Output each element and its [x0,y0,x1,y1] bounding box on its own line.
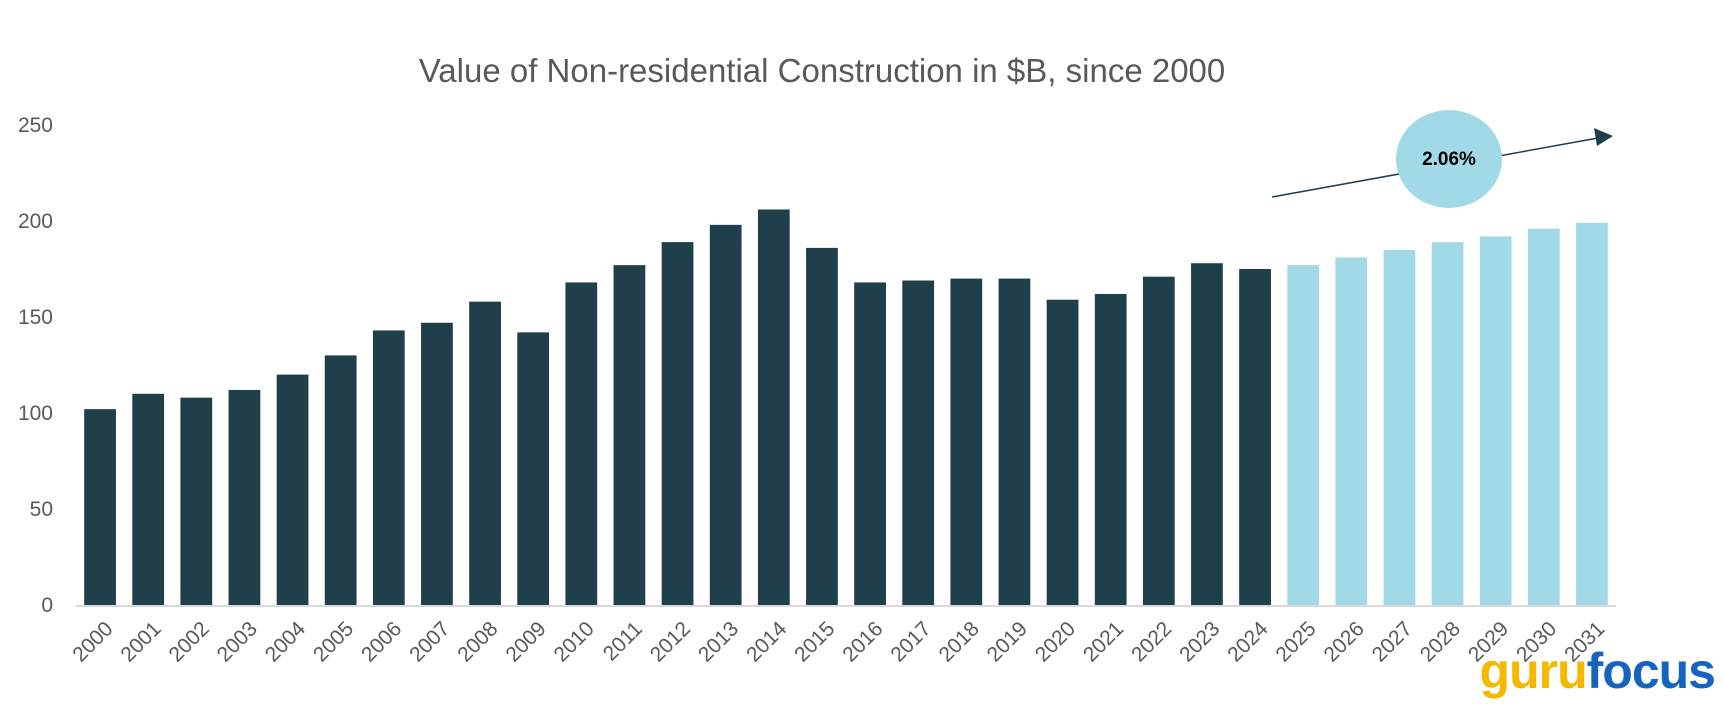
bar-2027 [1383,249,1416,606]
x-tick-label: 2027 [1368,617,1417,666]
bar-2019 [998,278,1031,605]
logo-part-focus: focus [1587,643,1715,699]
bar-2005 [324,355,357,605]
x-axis-ticks: 2000200120022003200420052006200720082009… [68,617,1609,667]
x-tick-label: 2021 [1079,617,1128,666]
growth-rate-bubble [1396,110,1502,208]
bar-2006 [372,330,405,605]
bar-2016 [854,282,886,605]
bar-2018 [950,278,983,605]
bar-2024 [1239,269,1271,605]
bar-2026 [1335,257,1368,605]
bar-2011 [613,265,646,605]
x-tick-label: 2028 [1416,617,1465,666]
bar-2014 [757,209,790,606]
x-tick-label: 2018 [935,617,984,666]
x-tick-label: 2019 [983,617,1032,666]
bar-2020 [1046,299,1079,605]
x-tick-label: 2017 [886,617,935,666]
x-tick-label: 2005 [309,617,358,666]
bar-2015 [806,247,838,605]
bar-2007 [421,322,453,605]
bar-2013 [709,224,742,605]
x-tick-label: 2007 [405,617,454,666]
bar-2025 [1287,265,1320,605]
x-tick-label: 2013 [694,617,743,666]
x-tick-label: 2006 [357,617,406,666]
bar-2023 [1191,263,1223,605]
x-tick-label: 2024 [1223,617,1273,667]
bar-2017 [902,280,935,605]
bars [84,209,1608,606]
x-tick-label: 2025 [1271,617,1320,666]
x-tick-label: 2012 [646,617,695,666]
y-tick-label: 200 [18,210,53,233]
trend-arrowhead-icon [1594,128,1613,146]
bar-2002 [180,397,213,605]
bar-2009 [517,332,550,605]
y-tick-label: 100 [18,402,53,425]
x-tick-label: 2011 [599,617,647,665]
growth-annotation: 2.06% [1271,110,1613,208]
x-tick-label: 2001 [116,617,165,666]
gurufocus-logo: gurufocus [1480,643,1715,699]
bar-2021 [1094,293,1127,605]
x-tick-label: 2026 [1320,617,1369,666]
x-tick-label: 2023 [1175,617,1224,666]
x-tick-label: 2009 [501,617,550,666]
y-tick-label: 250 [18,114,53,137]
x-tick-label: 2000 [68,617,117,666]
bar-2008 [469,301,501,605]
bar-2012 [661,242,694,605]
x-tick-label: 2020 [1031,617,1080,666]
x-tick-label: 2002 [165,617,214,666]
bar-2004 [276,374,309,605]
bar-2000 [84,409,116,605]
bar-2028 [1431,242,1464,605]
x-tick-label: 2008 [453,617,502,666]
growth-rate-label: 2.06% [1422,149,1476,170]
bar-2029 [1479,236,1512,606]
x-tick-label: 2015 [790,617,839,666]
bar-2001 [132,393,165,605]
bar-2030 [1527,228,1560,605]
x-tick-label: 2022 [1127,617,1176,666]
x-tick-label: 2010 [550,617,599,666]
bar-2010 [565,282,598,605]
y-tick-label: 0 [41,594,53,617]
logo-part-guru: guru [1480,643,1587,699]
y-axis-ticks: 0 50 100 150 200 250 [18,114,53,617]
bar-2031 [1576,222,1608,606]
x-tick-label: 2016 [838,617,887,666]
y-tick-label: 150 [18,306,53,329]
x-tick-label: 2004 [261,617,311,667]
bar-2022 [1142,276,1175,605]
chart-title: Value of Non-residential Construction in… [419,52,1226,89]
bar-2003 [228,389,261,605]
y-tick-label: 50 [30,498,53,521]
x-tick-label: 2003 [213,617,262,666]
x-tick-label: 2014 [742,617,792,667]
